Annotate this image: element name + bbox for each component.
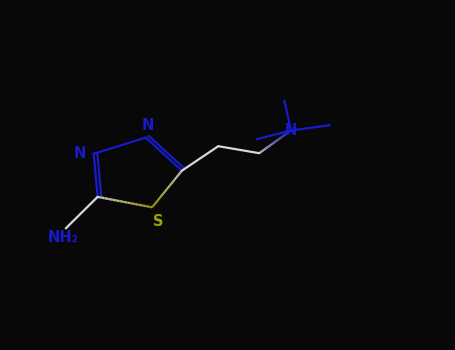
- Text: N: N: [285, 123, 297, 138]
- Text: N: N: [142, 118, 154, 133]
- Text: NH₂: NH₂: [48, 230, 79, 245]
- Text: N: N: [73, 146, 86, 161]
- Text: S: S: [153, 214, 164, 229]
